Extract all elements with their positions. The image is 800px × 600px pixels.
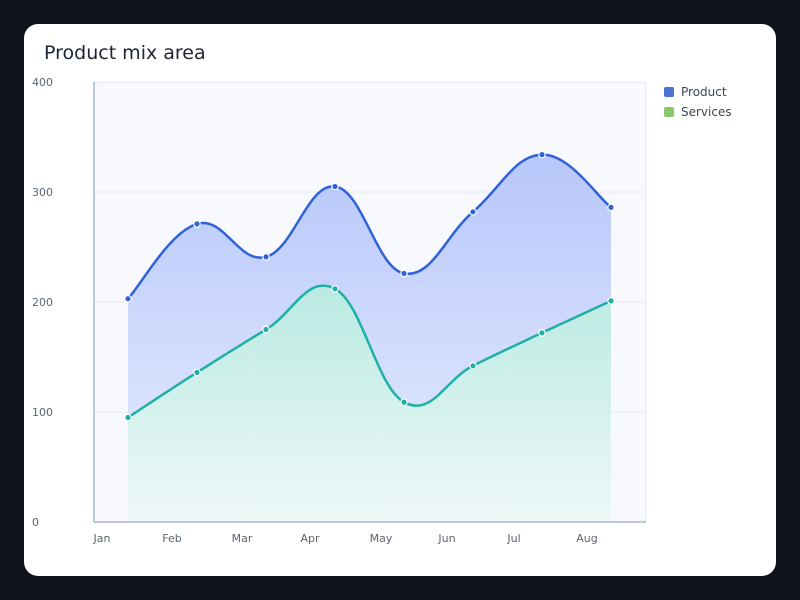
x-tick-label: Mar: [232, 532, 253, 545]
data-point-product[interactable]: [124, 294, 132, 303]
legend-swatch: [664, 107, 674, 117]
data-point-product[interactable]: [607, 203, 615, 212]
data-point-services[interactable]: [607, 297, 615, 305]
line-layer: [127, 153, 612, 419]
data-point-product[interactable]: [331, 182, 339, 191]
chart-card: Product mix area 0 100 200 300 400 Jan Feb Mar…: [24, 24, 776, 576]
x-axis-ticks: Jan Feb Mar Apr May Jun Jul Aug: [93, 532, 598, 545]
line-services: [127, 284, 612, 419]
y-tick-label: 200: [32, 296, 53, 309]
data-point-product[interactable]: [469, 208, 477, 216]
data-point-services[interactable]: [124, 413, 132, 422]
data-point-product[interactable]: [538, 150, 546, 159]
x-tick-label: Feb: [162, 532, 181, 545]
legend-item-product[interactable]: Product: [664, 82, 732, 102]
x-tick-label: May: [370, 532, 393, 545]
y-tick-label: 0: [32, 516, 39, 529]
data-point-services[interactable]: [469, 361, 477, 370]
data-point-services[interactable]: [262, 325, 270, 334]
data-point-services[interactable]: [331, 284, 339, 293]
data-point-services[interactable]: [193, 368, 201, 377]
data-point-product[interactable]: [400, 269, 408, 278]
area-chart: 0 100 200 300 400 Jan Feb Mar Apr May Jun Jul Aug: [32, 76, 647, 545]
data-point-services[interactable]: [400, 398, 408, 406]
x-tick-label: Apr: [300, 532, 320, 545]
legend: Product Services: [664, 82, 732, 122]
data-point-product[interactable]: [262, 253, 270, 261]
data-point-product[interactable]: [193, 220, 201, 228]
y-tick-label: 300: [32, 186, 53, 199]
legend-item-services[interactable]: Services: [664, 102, 732, 122]
y-tick-label: 100: [32, 406, 53, 419]
x-tick-label: Jun: [437, 532, 455, 545]
y-tick-label: 400: [32, 76, 53, 89]
x-tick-label: Aug: [576, 532, 597, 545]
point-layer: [124, 150, 615, 422]
legend-label: Product: [681, 85, 727, 99]
data-point-services[interactable]: [538, 328, 546, 337]
area-layer: [128, 154, 611, 522]
y-axis-ticks: 0 100 200 300 400: [32, 76, 53, 529]
x-tick-label: Jul: [506, 532, 520, 545]
legend-swatch: [664, 87, 674, 97]
chart-title: Product mix area: [44, 42, 206, 64]
area-services: [128, 285, 611, 522]
x-tick-label: Jan: [93, 532, 111, 545]
legend-label: Services: [681, 105, 732, 119]
line-product: [127, 153, 612, 300]
